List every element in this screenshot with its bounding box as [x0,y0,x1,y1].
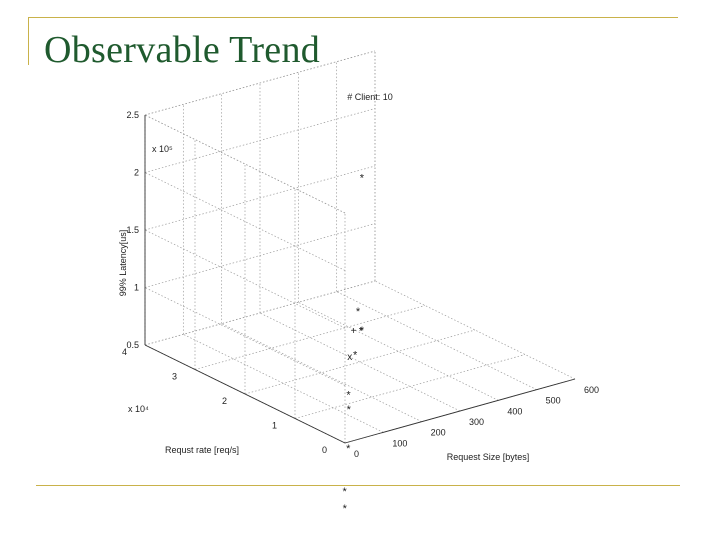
z-tick-label: 1 [134,283,139,293]
grid-line-back-wall-z [144,165,376,231]
tick-labels: 0 100 200 300 400 500 600 0 1 2 3 40.5 1 1.5 2 2.5 [122,110,599,459]
grid-line-floor-x [259,312,461,412]
data-point: * [359,325,364,337]
x-tick-label: 600 [584,385,599,395]
box-edge-top-back [144,50,376,116]
slide-frame-top-rule [28,17,678,18]
chart-title: # Client: 10 [347,92,393,102]
grid-line-left-wall-z [144,287,346,386]
x-axis-label: Request Size [bytes] [447,452,530,462]
data-point: * [360,173,365,185]
data-point: + [351,326,357,337]
y-tick-label: 2 [222,396,227,406]
data-point: * [360,325,365,337]
z-tick-label: 2 [134,168,139,178]
x-tick-label: 500 [546,396,561,406]
grid-line-floor-x [221,323,422,422]
z-tick-label: 2.5 [126,110,139,120]
box-edge-top-left [144,114,346,214]
grid-line-left-wall-z [144,172,346,271]
grid-layer [144,50,576,444]
x-tick-label: 300 [469,417,484,427]
y-axis-label: Requst rate [req/s] [165,445,239,455]
x-tick-label: 200 [431,428,446,438]
y-tick-label: 1 [272,421,277,431]
data-point: * [356,306,361,318]
x-tick-label: 400 [507,406,522,416]
y-tick-label: 3 [172,372,177,382]
y-multiplier: x 10⁴ [128,404,149,414]
grid-line-back-wall-z [144,108,376,173]
z-tick-label: 1.5 [126,225,139,235]
data-points: **+ **x ****** [342,173,364,515]
data-point: * [342,486,347,498]
grid-line-floor-x [374,280,576,380]
x-axis-line [344,378,576,444]
slide-frame-left-rule [28,17,29,65]
data-point: * [353,350,358,362]
grid-line-floor-y [294,354,526,419]
data-point: * [343,503,348,515]
grid-line-floor-y [244,329,476,395]
slide-frame-bottom-rule [36,485,680,486]
axis-layer [144,115,576,444]
z-multiplier: x 10⁵ [152,144,173,154]
data-point: * [346,443,351,455]
y-tick-label: 0 [322,445,327,455]
y-axis-line [144,344,346,444]
x-tick-label: 100 [392,438,407,448]
data-point: x [347,352,352,363]
data-point: * [346,389,351,401]
grid-line-left-wall-z [144,229,346,329]
grid-line-floor-x [183,334,384,433]
slide-title: Observable Trend [44,29,321,71]
z-axis-label: 99% Latency[us] [118,230,128,297]
grid-line-back-wall-z [144,280,376,346]
data-point: * [347,404,352,416]
grid-line-back-wall-z [144,223,376,288]
grid-line-floor-y [194,305,426,370]
grid-line-floor-x [336,291,537,390]
z-tick-label: 0.5 [126,340,139,350]
x-tick-label: 0 [354,449,359,459]
grid-line-floor-x [298,302,499,401]
y-tick-label: 4 [122,347,127,357]
